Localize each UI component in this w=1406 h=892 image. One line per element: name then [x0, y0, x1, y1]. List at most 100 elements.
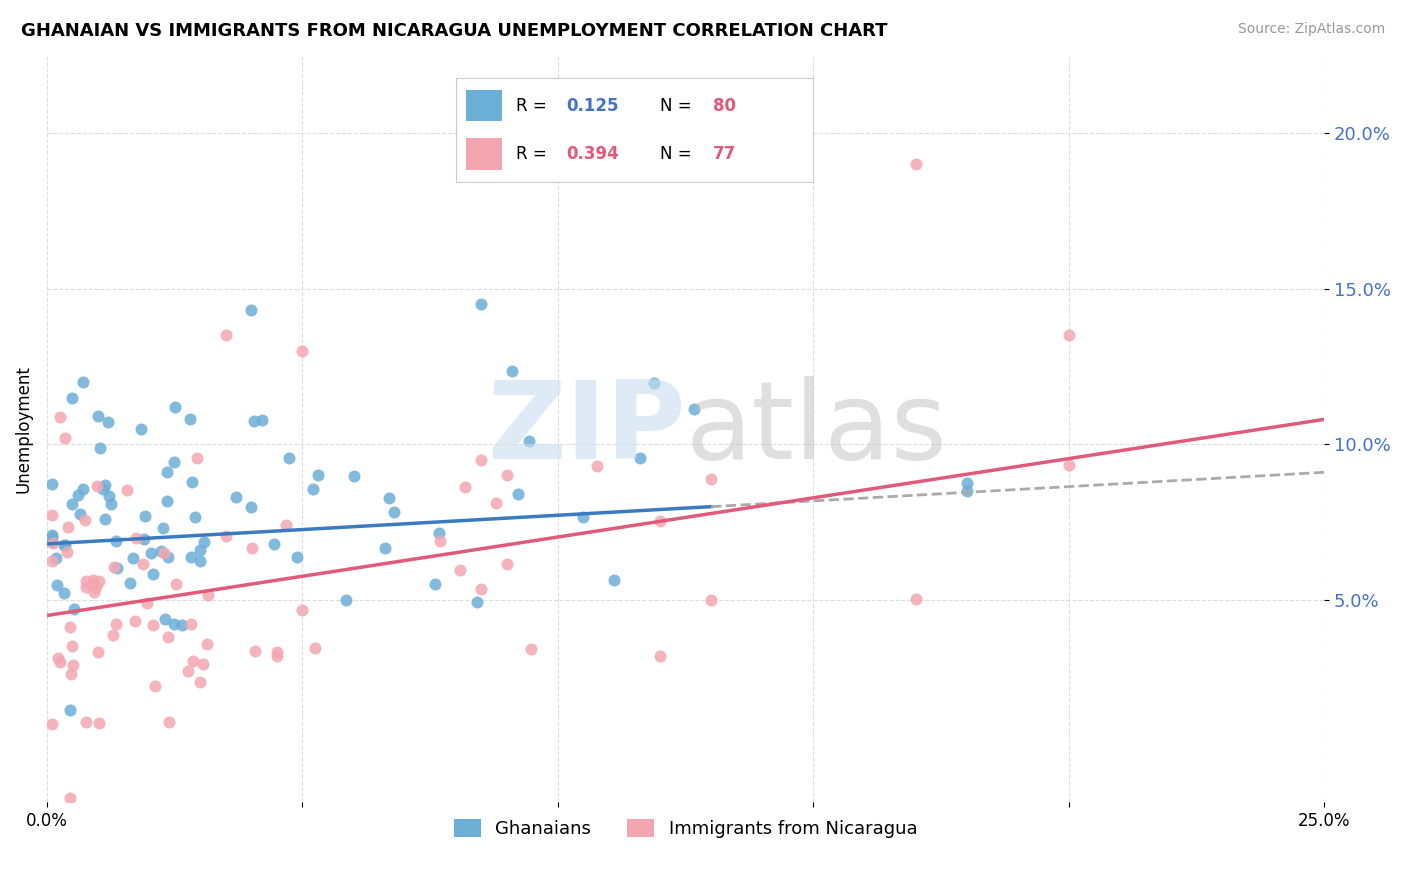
Point	[41, 535, 63, 549]
Point	[59, 702, 82, 716]
Point	[215, 328, 238, 343]
Point	[274, 517, 297, 532]
Point	[188, 542, 211, 557]
Point	[240, 303, 263, 318]
Point	[132, 557, 155, 571]
Point	[191, 657, 214, 671]
Point	[139, 545, 162, 559]
Point	[41, 508, 63, 522]
Point	[955, 476, 977, 491]
Point	[72, 375, 94, 389]
Point	[87, 409, 110, 424]
Point	[82, 576, 104, 591]
Point	[45, 551, 67, 566]
Point	[156, 465, 179, 479]
Point	[240, 500, 263, 515]
Point	[84, 580, 107, 594]
Point	[52, 586, 75, 600]
Point	[41, 716, 63, 731]
Point	[382, 506, 405, 520]
Point	[156, 494, 179, 508]
Point	[156, 630, 179, 644]
Point	[157, 715, 180, 730]
Point	[163, 400, 186, 414]
Point	[470, 297, 492, 311]
Point	[120, 576, 142, 591]
Point	[46, 650, 69, 665]
Point	[62, 497, 84, 511]
Point	[135, 595, 157, 609]
Point	[94, 512, 117, 526]
Point	[87, 574, 110, 588]
Point	[429, 534, 451, 549]
Point	[162, 455, 184, 469]
Point	[124, 614, 146, 628]
Point	[904, 157, 927, 171]
Point	[41, 554, 63, 568]
Legend: Ghanaians, Immigrants from Nicaragua: Ghanaians, Immigrants from Nicaragua	[447, 812, 925, 846]
Point	[104, 534, 127, 549]
Point	[82, 574, 104, 588]
Point	[240, 541, 263, 555]
Point	[470, 453, 492, 467]
Y-axis label: Unemployment: Unemployment	[15, 365, 32, 492]
Point	[955, 483, 977, 498]
Point	[266, 648, 288, 663]
Point	[291, 343, 314, 358]
Point	[97, 416, 120, 430]
Point	[86, 645, 108, 659]
Point	[378, 491, 401, 505]
Point	[304, 641, 326, 656]
Point	[69, 507, 91, 521]
Point	[56, 520, 79, 534]
Point	[374, 541, 396, 555]
Point	[143, 679, 166, 693]
Point	[180, 549, 202, 564]
Point	[343, 469, 366, 483]
Point	[75, 574, 97, 589]
Point	[125, 531, 148, 545]
Point	[302, 483, 325, 497]
Text: Source: ZipAtlas.com: Source: ZipAtlas.com	[1237, 22, 1385, 37]
Point	[59, 666, 82, 681]
Point	[188, 675, 211, 690]
Point	[683, 401, 706, 416]
Point	[335, 592, 357, 607]
Point	[170, 618, 193, 632]
Point	[134, 532, 156, 546]
Point	[1057, 458, 1080, 473]
Point	[179, 412, 201, 426]
Point	[628, 451, 651, 466]
Point	[184, 509, 207, 524]
Point	[56, 545, 79, 559]
Point	[53, 431, 76, 445]
Point	[75, 580, 97, 594]
Point	[495, 557, 517, 571]
Point	[53, 538, 76, 552]
Point	[572, 509, 595, 524]
Point	[41, 528, 63, 542]
Point	[59, 620, 82, 634]
Point	[63, 602, 86, 616]
Point	[519, 642, 541, 657]
Point	[115, 483, 138, 497]
Point	[89, 441, 111, 455]
Point	[307, 468, 329, 483]
Point	[243, 414, 266, 428]
Point	[87, 716, 110, 731]
Point	[157, 549, 180, 564]
Point	[62, 657, 84, 672]
Point	[59, 790, 82, 805]
Point	[141, 618, 163, 632]
Point	[149, 544, 172, 558]
Point	[517, 434, 540, 448]
Text: GHANAIAN VS IMMIGRANTS FROM NICARAGUA UNEMPLOYMENT CORRELATION CHART: GHANAIAN VS IMMIGRANTS FROM NICARAGUA UN…	[21, 22, 887, 40]
Point	[225, 490, 247, 504]
Point	[66, 488, 89, 502]
Point	[291, 603, 314, 617]
Point	[285, 549, 308, 564]
Point	[700, 593, 723, 607]
Point	[278, 450, 301, 465]
Point	[904, 592, 927, 607]
Point	[53, 538, 76, 552]
